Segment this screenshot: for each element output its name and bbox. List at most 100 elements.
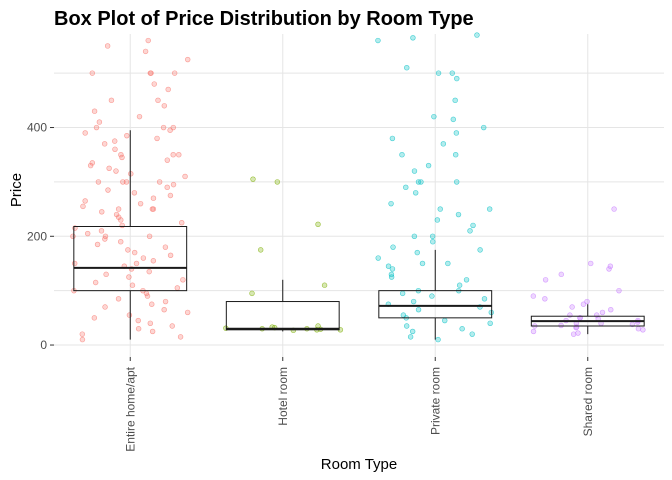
data-point: [425, 162, 432, 169]
data-point: [258, 247, 264, 253]
data-point: [151, 81, 157, 87]
data-point: [112, 138, 118, 144]
chart-title: Box Plot of Price Distribution by Room T…: [54, 8, 474, 30]
data-point: [418, 179, 424, 185]
data-point: [404, 65, 410, 71]
data-point: [167, 127, 173, 133]
data-point: [388, 274, 395, 280]
data-point: [410, 298, 417, 305]
data-point: [411, 168, 418, 174]
data-point: [150, 258, 157, 264]
data-point: [486, 206, 493, 212]
data-point: [434, 217, 441, 223]
data-point: [180, 277, 186, 283]
data-point: [170, 152, 176, 158]
data-point: [167, 192, 174, 199]
y-axis-title: Price: [8, 173, 25, 207]
data-point: [477, 247, 483, 253]
data-point: [131, 249, 138, 256]
data-point: [456, 282, 463, 288]
data-point: [93, 124, 100, 131]
data-point: [102, 304, 108, 310]
data-point: [129, 282, 136, 288]
data-point: [164, 184, 170, 191]
data-point: [118, 239, 124, 245]
data-point: [92, 279, 99, 286]
data-point: [94, 241, 101, 248]
data-point: [429, 293, 435, 299]
data-point: [115, 296, 122, 302]
data-point: [177, 334, 184, 340]
data-point: [144, 293, 151, 299]
data-point: [487, 320, 493, 326]
data-point: [390, 244, 396, 250]
data-point: [599, 309, 606, 316]
data-point: [389, 266, 396, 272]
data-point: [119, 154, 125, 161]
data-point: [115, 206, 122, 212]
data-point: [126, 312, 133, 318]
data-point: [89, 160, 96, 166]
data-point: [101, 141, 108, 147]
data-point: [611, 206, 617, 212]
data-point: [160, 124, 167, 131]
data-point: [161, 306, 167, 313]
data-point: [120, 179, 126, 185]
data-point: [79, 336, 86, 343]
data-point: [437, 206, 443, 212]
data-point: [87, 162, 94, 169]
jitter-points-layer: [70, 32, 646, 343]
data-point: [89, 70, 96, 76]
data-point: [91, 315, 98, 321]
data-point: [584, 298, 590, 305]
data-point: [403, 184, 409, 191]
data-point: [315, 221, 321, 228]
data-point: [133, 260, 140, 267]
data-point: [388, 271, 395, 278]
data-point: [165, 86, 171, 93]
data-point: [608, 306, 614, 313]
data-point: [412, 190, 419, 196]
data-point: [146, 233, 153, 239]
data-point: [108, 97, 115, 104]
data-point: [104, 43, 111, 49]
data-point: [453, 179, 460, 185]
data-point: [171, 70, 178, 76]
data-point: [575, 330, 581, 336]
data-point: [154, 135, 160, 142]
data-point: [463, 277, 470, 283]
data-point: [128, 171, 134, 177]
x-tick-label: Shared room: [581, 367, 595, 436]
data-point: [70, 233, 76, 239]
data-point: [124, 132, 130, 139]
data-point: [409, 328, 416, 335]
data-point: [79, 331, 85, 337]
data-point: [467, 228, 473, 234]
data-point: [149, 301, 155, 307]
data-point: [530, 328, 537, 335]
data-point: [580, 301, 587, 307]
y-tick-label: 400: [27, 121, 47, 135]
x-tick-label: Entire home/apt: [123, 366, 137, 451]
data-point: [91, 108, 98, 114]
data-point: [170, 181, 177, 188]
data-point: [147, 70, 154, 76]
data-point: [150, 195, 157, 201]
data-point: [542, 296, 548, 302]
data-point: [136, 113, 143, 120]
data-point: [116, 214, 122, 220]
data-point: [135, 317, 141, 324]
data-point: [113, 168, 119, 174]
data-point: [411, 233, 418, 239]
data-point: [119, 222, 125, 229]
data-point: [616, 287, 622, 294]
data-point: [80, 203, 86, 210]
y-tick-label: 0: [40, 338, 47, 352]
data-point: [137, 200, 144, 207]
data-point: [542, 277, 549, 283]
data-point: [185, 56, 191, 63]
data-point: [135, 326, 142, 332]
data-point: [274, 179, 281, 185]
data-point: [118, 152, 124, 158]
